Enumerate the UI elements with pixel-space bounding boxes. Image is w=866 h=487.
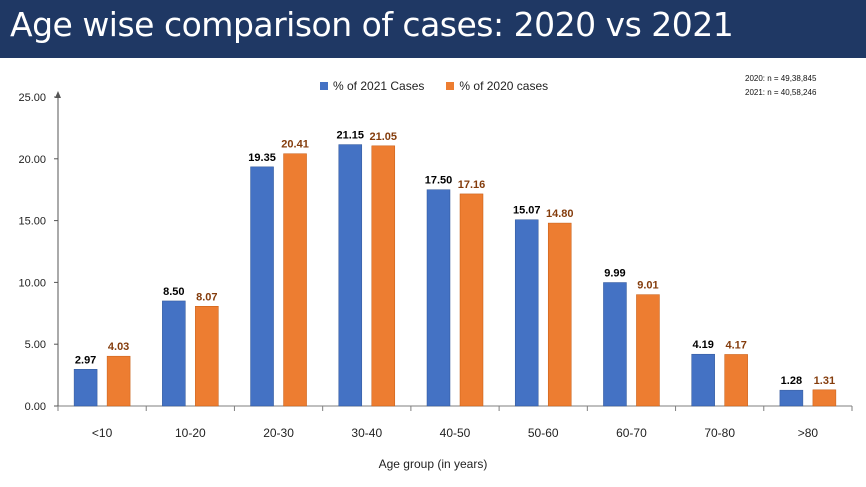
x-tick-label: <10 xyxy=(92,426,113,440)
legend-entry-2021: % of 2021 Cases xyxy=(320,79,424,93)
data-label: 17.16 xyxy=(458,179,486,191)
legend-label-2021: % of 2021 Cases xyxy=(333,79,425,93)
bar xyxy=(250,166,274,407)
data-label: 20.41 xyxy=(281,139,309,151)
legend-swatch-2021 xyxy=(320,82,328,90)
legend-swatch-2020 xyxy=(446,82,455,90)
sample-size-note: 2020: n = 49,38,845 2021: n = 40,58,246 xyxy=(745,72,816,100)
title-bar: Age wise comparison of cases: 2020 vs 20… xyxy=(0,0,866,58)
y-tick-label: 10.00 xyxy=(18,277,46,289)
bar xyxy=(459,193,484,407)
y-tick-label: 15.00 xyxy=(18,216,46,228)
sample-size-2021: 2021: n = 40,58,246 xyxy=(745,88,817,97)
bar xyxy=(426,189,451,407)
data-label: 8.07 xyxy=(196,291,217,303)
data-label: 1.28 xyxy=(781,375,802,387)
data-label: 9.99 xyxy=(604,268,625,280)
bar xyxy=(162,300,186,407)
chart-legend: % of 2021 Cases % of 2020 cases xyxy=(320,79,570,93)
x-tick-label: 40-50 xyxy=(440,426,471,440)
x-axis-title: Age group (in years) xyxy=(378,457,488,471)
bar xyxy=(603,282,627,407)
bar xyxy=(106,355,131,407)
y-axis-arrow xyxy=(55,91,61,98)
bar xyxy=(547,222,572,407)
data-label: 4.17 xyxy=(725,339,746,351)
bar xyxy=(514,219,539,407)
data-label: 9.01 xyxy=(637,280,658,292)
bar xyxy=(371,145,396,407)
data-label: 21.05 xyxy=(370,131,398,143)
data-label: 4.03 xyxy=(108,341,129,353)
bar xyxy=(195,306,219,407)
x-tick-label: 60-70 xyxy=(616,426,647,440)
data-label: 19.35 xyxy=(248,152,276,164)
bar xyxy=(812,389,837,407)
x-tick-label: 50-60 xyxy=(528,426,559,440)
x-tick-label: 70-80 xyxy=(704,426,735,440)
data-label: 2.97 xyxy=(75,354,96,366)
y-tick-label: 5.00 xyxy=(25,339,46,351)
y-tick-label: 0.00 xyxy=(25,401,46,413)
legend-entry-2020: % of 2020 cases xyxy=(446,79,548,93)
bar xyxy=(724,354,748,407)
y-tick-label: 20.00 xyxy=(18,154,46,166)
x-tick-label: 30-40 xyxy=(351,426,382,440)
page-title: Age wise comparison of cases: 2020 vs 20… xyxy=(10,5,734,44)
x-tick-label: 20-30 xyxy=(263,426,294,440)
data-label: 15.07 xyxy=(513,205,541,217)
bar xyxy=(283,153,307,407)
data-label: 21.15 xyxy=(337,130,365,142)
bar xyxy=(779,389,804,407)
data-label: 14.80 xyxy=(546,208,574,220)
bar xyxy=(691,353,715,407)
bar xyxy=(636,294,660,407)
data-label: 17.50 xyxy=(425,175,453,187)
legend-label-2020: % of 2020 cases xyxy=(459,79,549,93)
sample-size-2020: 2020: n = 49,38,845 xyxy=(745,74,817,83)
y-tick-label: 25.00 xyxy=(18,92,46,104)
data-label: 1.31 xyxy=(814,375,835,387)
data-label: 8.50 xyxy=(163,286,184,298)
bar xyxy=(73,369,98,407)
bar xyxy=(338,144,363,407)
x-tick-label: 10-20 xyxy=(175,426,206,440)
x-tick-label: >80 xyxy=(798,426,819,440)
data-label: 4.19 xyxy=(692,339,713,351)
